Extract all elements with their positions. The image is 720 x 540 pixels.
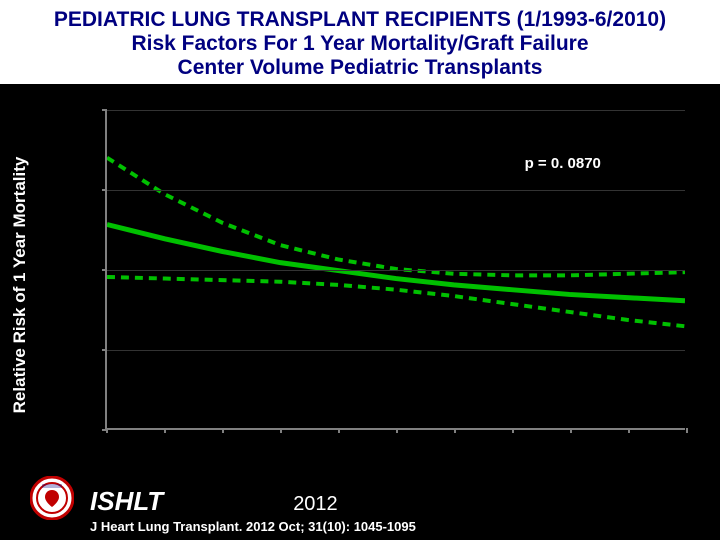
y-axis-label: Relative Risk of 1 Year Mortality [10, 157, 30, 414]
series-lower-ci [107, 277, 685, 326]
x-tick-label: 10 [679, 434, 695, 450]
x-tick-mark [512, 428, 514, 433]
x-tick-label: 6 [451, 434, 459, 450]
gridline [107, 270, 685, 271]
x-tick-label: 3 [277, 434, 285, 450]
p-value-annotation: p = 0. 0870 [525, 155, 601, 172]
title-line-2: Risk Factors For 1 Year Mortality/Graft … [10, 32, 710, 56]
x-tick-mark [454, 428, 456, 433]
gridline [107, 350, 685, 351]
y-tick-label: 2.0 [83, 103, 101, 118]
footer: ISHLT 2012 J Heart Lung Transplant. 2012… [30, 486, 710, 534]
x-tick-mark [280, 428, 282, 433]
org-label: ISHLT [90, 486, 163, 517]
x-tick-label: 4 [335, 434, 343, 450]
series-upper-ci [107, 158, 685, 276]
citation-text: J Heart Lung Transplant. 2012 Oct; 31(10… [90, 519, 710, 534]
x-tick-label: 2 [219, 434, 227, 450]
x-tick-mark [222, 428, 224, 433]
series-estimate [107, 224, 685, 300]
x-tick-label: 8 [567, 434, 575, 450]
x-tick-mark [570, 428, 572, 433]
gridline [107, 190, 685, 191]
y-tick-mark [102, 189, 107, 191]
x-tick-mark [338, 428, 340, 433]
y-tick-label: 1.0 [83, 263, 101, 278]
x-tick-label: 1 [161, 434, 169, 450]
y-tick-label: 1.5 [83, 183, 101, 198]
x-tick-label: 7 [509, 434, 517, 450]
chart-container: Relative Risk of 1 Year Mortality p = 0.… [30, 100, 700, 470]
x-tick-mark [164, 428, 166, 433]
x-tick-label: 5 [393, 434, 401, 450]
y-tick-label: 0.0 [83, 423, 101, 438]
x-tick-label: 9 [625, 434, 633, 450]
x-tick-mark [686, 428, 688, 433]
year-label: 2012 [293, 493, 338, 516]
x-tick-mark [396, 428, 398, 433]
title-block: PEDIATRIC LUNG TRANSPLANT RECIPIENTS (1/… [0, 0, 720, 84]
y-tick-mark [102, 269, 107, 271]
x-tick-mark [106, 428, 108, 433]
y-tick-label: 0.5 [83, 343, 101, 358]
y-tick-mark [102, 349, 107, 351]
x-axis-label: Center Volume (cases per year) [277, 452, 515, 470]
y-tick-mark [102, 109, 107, 111]
x-tick-mark [628, 428, 630, 433]
x-tick-label: 0 [103, 434, 111, 450]
plot-area: p = 0. 0870 Center Volume (cases per yea… [105, 110, 685, 430]
gridline [107, 110, 685, 111]
title-line-3: Center Volume Pediatric Transplants [10, 56, 710, 80]
title-line-1: PEDIATRIC LUNG TRANSPLANT RECIPIENTS (1/… [10, 8, 710, 32]
